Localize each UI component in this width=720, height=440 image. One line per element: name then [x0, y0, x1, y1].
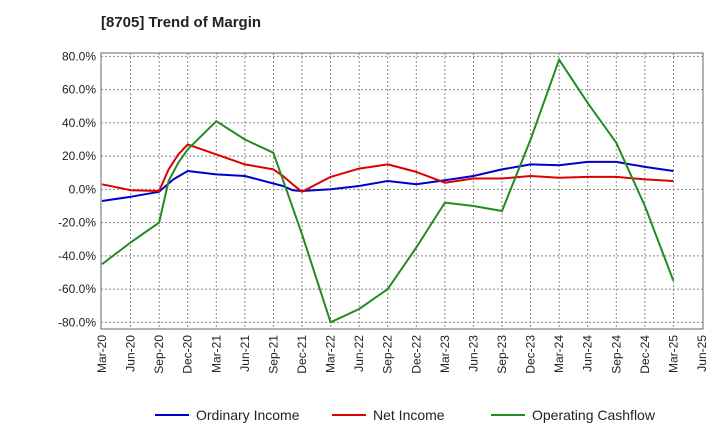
y-axis-ticks: 80.0% 60.0% 40.0% 20.0% 0.0% -20.0% -40.0% -60.…: [58, 49, 96, 329]
x-tick-label: Sep-20: [152, 335, 166, 374]
x-tick-label: Sep-22: [381, 335, 395, 374]
x-tick-label: Mar-20: [95, 335, 109, 373]
plot-area: [100, 52, 704, 330]
x-tick-label: Mar-24: [552, 335, 566, 373]
legend-label: Net Income: [373, 407, 445, 423]
x-tick-label: Mar-25: [666, 335, 680, 373]
series-line-operating-cashflow: [101, 58, 675, 324]
x-tick-label: Sep-24: [609, 335, 623, 374]
x-tick-label: Jun-25: [695, 335, 709, 372]
x-tick-label: Jun-20: [124, 335, 138, 372]
series-line-net-income: [101, 143, 674, 193]
x-tick-label: Mar-21: [209, 335, 223, 373]
y-tick-label: 80.0%: [62, 49, 96, 63]
chart-title: [8705] Trend of Margin: [101, 14, 262, 31]
x-axis-ticks: Mar-20 Jun-20 Sep-20 Dec-20 Mar-21 Jun-21 Sep-…: [95, 335, 709, 374]
y-tick-label: 0.0%: [69, 182, 97, 196]
x-tick-label: Jun-24: [581, 335, 595, 372]
x-tick-label: Sep-21: [266, 335, 280, 374]
x-tick-label: Jun-23: [466, 335, 480, 372]
y-tick-label: -40.0%: [58, 249, 96, 263]
legend-label: Ordinary Income: [196, 407, 300, 423]
y-tick-label: 60.0%: [62, 83, 96, 97]
x-tick-label: Sep-23: [495, 335, 509, 374]
x-tick-label: Dec-21: [295, 335, 309, 374]
y-tick-label: 20.0%: [62, 149, 96, 163]
legend: Ordinary Income Net Income Operating Cashf…: [155, 407, 656, 423]
y-tick-label: -20.0%: [58, 216, 96, 230]
series-lines: [101, 58, 675, 324]
legend-label: Operating Cashflow: [532, 407, 656, 423]
x-tick-label: Dec-22: [409, 335, 423, 374]
x-tick-label: Dec-23: [524, 335, 538, 374]
y-tick-label: -80.0%: [58, 315, 96, 329]
x-tick-label: Dec-24: [638, 335, 652, 374]
y-tick-label: -60.0%: [58, 282, 96, 296]
x-tick-label: Jun-21: [238, 335, 252, 372]
x-tick-label: Mar-22: [324, 335, 338, 373]
x-tick-label: Dec-20: [181, 335, 195, 374]
x-tick-label: Mar-23: [438, 335, 452, 373]
series-line-ordinary-income: [101, 160, 674, 202]
x-tick-label: Jun-22: [352, 335, 366, 372]
y-tick-label: 40.0%: [62, 116, 96, 130]
